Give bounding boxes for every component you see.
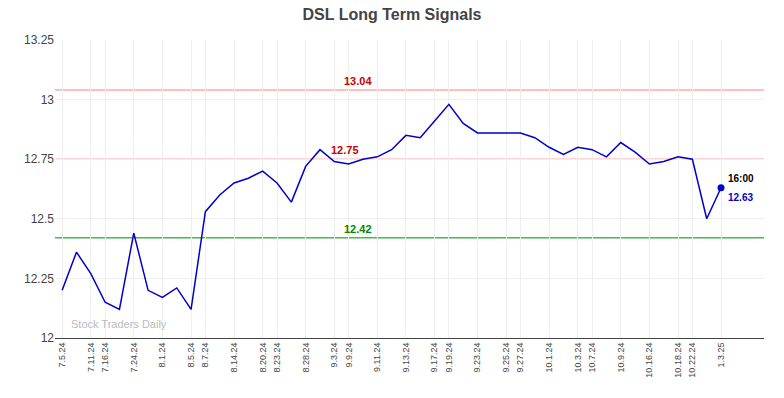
svg-text:8.23.24: 8.23.24 [272,343,282,373]
svg-text:10.3.24: 10.3.24 [573,343,583,373]
svg-text:8.20.24: 8.20.24 [258,343,268,373]
svg-text:12.75: 12.75 [24,152,54,166]
svg-text:Stock Traders Daily: Stock Traders Daily [71,318,167,330]
svg-text:10.7.24: 10.7.24 [587,343,597,373]
svg-text:9.25.24: 9.25.24 [501,343,511,373]
svg-text:1.3.25: 1.3.25 [716,343,726,368]
svg-text:16:00: 16:00 [728,173,754,184]
svg-text:12.75: 12.75 [331,144,359,156]
svg-text:13: 13 [41,93,55,107]
svg-text:10.22.24: 10.22.24 [687,343,697,378]
svg-text:10.16.24: 10.16.24 [644,343,654,378]
svg-text:8.28.24: 8.28.24 [301,343,311,373]
svg-text:10.9.24: 10.9.24 [616,343,626,373]
svg-text:7.16.24: 7.16.24 [100,343,110,373]
svg-text:9.19.24: 9.19.24 [444,343,454,373]
svg-text:9.11.24: 9.11.24 [372,343,382,372]
svg-text:7.11.24: 7.11.24 [86,343,96,372]
svg-text:13.04: 13.04 [344,75,372,87]
svg-text:13.25: 13.25 [24,33,54,47]
svg-text:9.3.24: 9.3.24 [329,343,339,368]
svg-text:10.18.24: 10.18.24 [673,343,683,378]
svg-text:12: 12 [41,331,55,345]
svg-text:9.27.24: 9.27.24 [515,343,525,373]
svg-text:8.5.24: 8.5.24 [186,343,196,368]
svg-text:8.1.24: 8.1.24 [157,343,167,368]
svg-text:12.42: 12.42 [344,223,372,235]
svg-text:10.1.24: 10.1.24 [544,343,554,373]
svg-text:12.5: 12.5 [31,212,55,226]
svg-text:8.7.24: 8.7.24 [200,343,210,368]
svg-text:DSL Long Term Signals: DSL Long Term Signals [303,6,482,23]
svg-text:8.14.24: 8.14.24 [229,343,239,373]
svg-text:7.5.24: 7.5.24 [57,343,67,368]
svg-text:12.25: 12.25 [24,272,54,286]
svg-text:12.63: 12.63 [728,192,753,203]
svg-text:7.24.24: 7.24.24 [129,343,139,373]
svg-text:9.23.24: 9.23.24 [472,343,482,373]
svg-text:9.9.24: 9.9.24 [344,343,354,368]
svg-text:9.17.24: 9.17.24 [429,343,439,373]
svg-text:9.13.24: 9.13.24 [401,343,411,373]
